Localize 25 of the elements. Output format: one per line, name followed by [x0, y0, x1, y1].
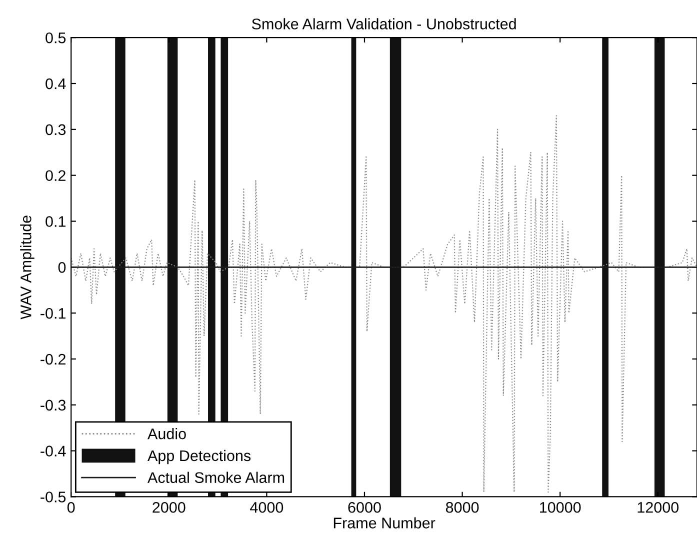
y-tick-label: -0.5	[40, 492, 66, 502]
x-tick-label: 0	[67, 502, 75, 513]
x-tick-label: 6000	[348, 502, 381, 513]
y-tick-label: -0.1	[40, 308, 66, 319]
y-tick-label: 0.2	[46, 170, 66, 182]
y-tick-label: -0.2	[40, 354, 66, 365]
x-tick-label: 2000	[152, 502, 186, 513]
chart-title: Smoke Alarm Validation - Unobstructed	[252, 18, 516, 30]
band-label: App Detections	[148, 450, 251, 464]
x-tick-label: 10000	[540, 502, 581, 513]
line-series	[71, 115, 697, 493]
x-tick-label: 8000	[446, 502, 479, 513]
y-axis-title: WAV Amplitude	[20, 216, 34, 320]
x-tick-label: 12000	[638, 502, 679, 513]
x-tick-label: 4000	[250, 502, 284, 513]
legend-label: Audio	[148, 428, 186, 440]
y-tick-label: 0.1	[46, 216, 66, 227]
x-axis-title: Frame Number	[334, 517, 436, 528]
y-tick-label: 0.3	[46, 124, 66, 136]
y-tick-label: 0	[58, 262, 66, 273]
y-tick-label: 0.5	[46, 32, 66, 44]
y-tick-label: 0.4	[46, 78, 66, 90]
y-tick-label: -0.3	[40, 400, 66, 411]
y-tick-label: -0.4	[40, 446, 66, 456]
legend-label: Actual Smoke Alarm	[148, 472, 284, 484]
